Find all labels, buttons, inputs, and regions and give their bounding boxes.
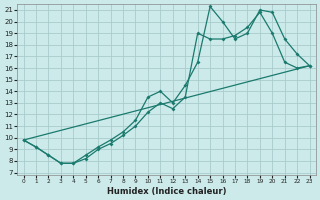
X-axis label: Humidex (Indice chaleur): Humidex (Indice chaleur) (107, 187, 226, 196)
